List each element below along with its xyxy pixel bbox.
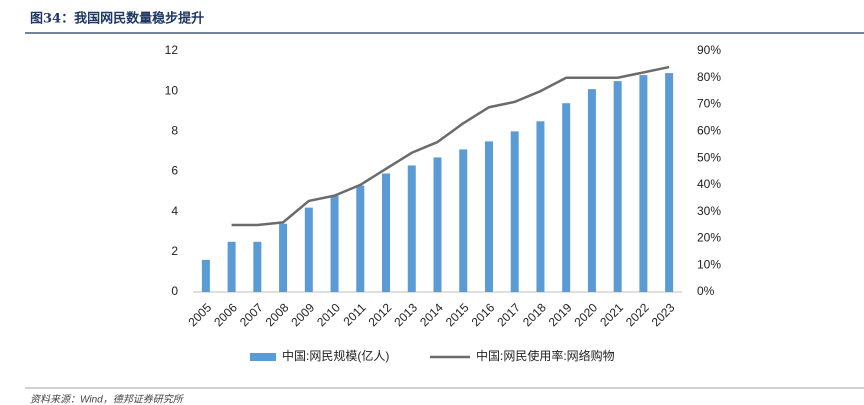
x-tick-label: 2014 <box>417 300 446 329</box>
bar <box>613 81 622 292</box>
x-tick-label: 2009 <box>288 300 317 329</box>
bar <box>227 241 236 292</box>
y2-tick-label: 10% <box>697 257 721 271</box>
x-tick-label: 2016 <box>469 300 498 329</box>
x-tick-label: 2020 <box>572 300 601 329</box>
bar <box>459 149 468 292</box>
bar <box>510 131 519 292</box>
x-tick-label: 2012 <box>366 300 395 329</box>
legend-swatch <box>250 353 276 361</box>
bar <box>562 103 571 292</box>
y2-tick-label: 60% <box>697 124 721 138</box>
bar <box>253 241 262 292</box>
x-tick-label: 2022 <box>623 300 652 329</box>
y2-tick-label: 30% <box>697 204 721 218</box>
bar <box>665 73 674 292</box>
bar <box>201 259 210 292</box>
bar <box>433 157 442 292</box>
y-tick-label: 0 <box>171 284 178 298</box>
y-tick-label: 2 <box>171 244 178 258</box>
x-tick-label: 2023 <box>649 300 678 329</box>
y2-tick-label: 40% <box>697 177 721 191</box>
bar <box>330 195 339 292</box>
chart-title: 图34：我国网民数量稳步提升 <box>30 11 204 27</box>
y-tick-label: 10 <box>165 83 179 97</box>
bar <box>484 141 493 292</box>
y-tick-label: 4 <box>171 204 178 218</box>
bar <box>304 207 313 292</box>
x-tick-label: 2018 <box>520 300 549 329</box>
legend-label: 中国:网民使用率:网络购物 <box>476 348 615 363</box>
x-tick-label: 2005 <box>185 300 214 329</box>
x-tick-label: 2007 <box>237 300 266 329</box>
x-tick-label: 2008 <box>263 300 292 329</box>
bar <box>639 75 648 292</box>
x-tick-label: 2015 <box>443 300 472 329</box>
bar <box>382 173 391 292</box>
y2-tick-label: 50% <box>697 150 721 164</box>
bar <box>587 89 596 293</box>
y2-tick-label: 20% <box>697 231 721 245</box>
y2-tick-label: 70% <box>697 97 721 111</box>
y2-tick-label: 90% <box>697 43 721 57</box>
x-tick-label: 2013 <box>391 300 420 329</box>
x-tick-label: 2019 <box>546 300 575 329</box>
bar <box>279 223 288 292</box>
x-tick-label: 2010 <box>314 300 343 329</box>
y-tick-label: 8 <box>171 124 178 138</box>
line <box>231 65 670 227</box>
x-tick-label: 2006 <box>211 300 240 329</box>
source-note: 资料来源：Wind，德邦证券研究所 <box>30 394 185 405</box>
y2-tick-label: 80% <box>697 70 721 84</box>
x-tick-label: 2021 <box>597 300 626 329</box>
y2-tick-label: 0% <box>697 284 715 298</box>
x-tick-label: 2017 <box>494 300 523 329</box>
bar <box>536 121 545 293</box>
y-tick-label: 6 <box>171 164 178 178</box>
y-tick-label: 12 <box>165 43 179 57</box>
x-tick-label: 2011 <box>341 300 369 328</box>
bar <box>356 185 365 292</box>
bar <box>407 165 416 292</box>
legend-label: 中国:网民规模(亿人) <box>282 348 389 363</box>
